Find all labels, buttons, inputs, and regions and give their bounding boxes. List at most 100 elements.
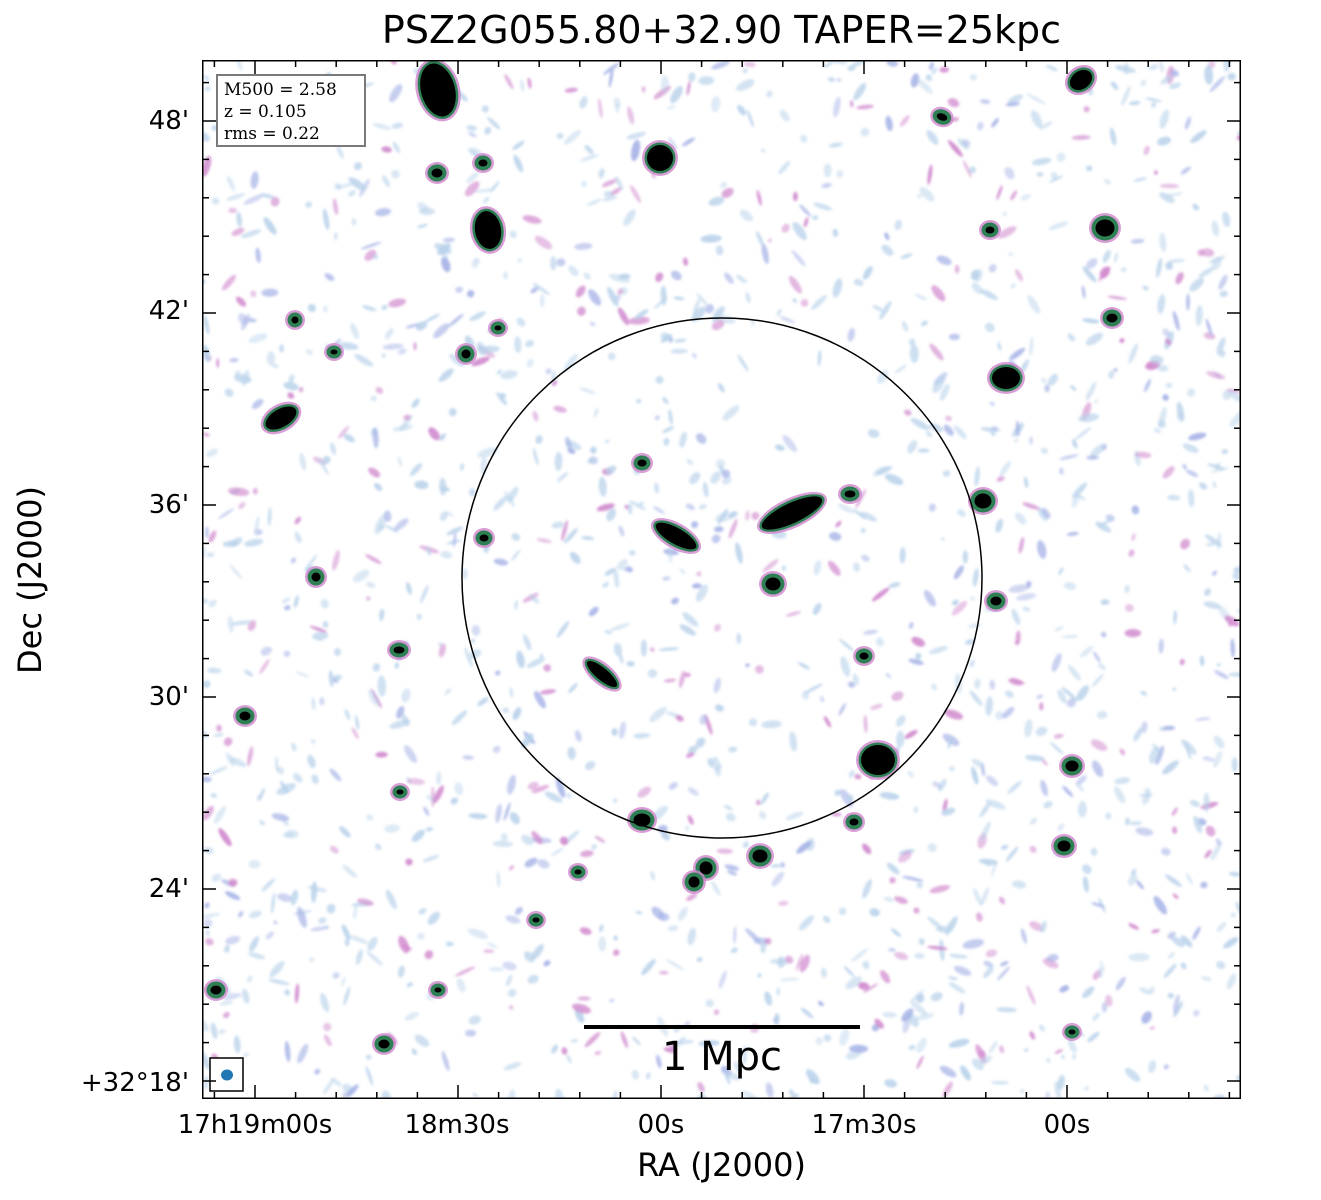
- noise-blob: [543, 960, 551, 967]
- noise-blob: [671, 270, 682, 281]
- noise-blob: [1093, 651, 1101, 663]
- noise-blob: [1099, 266, 1111, 279]
- noise-blob: [947, 140, 963, 157]
- noise-blob: [281, 597, 291, 604]
- noise-blob: [1135, 827, 1154, 836]
- noise-blob: [919, 186, 935, 202]
- noise-blob: [545, 368, 552, 375]
- noise-blob: [569, 551, 581, 564]
- noise-blob: [381, 353, 386, 358]
- noise-blob: [748, 718, 758, 727]
- noise-blob: [1228, 621, 1233, 627]
- noise-blob: [1085, 165, 1093, 172]
- noise-blob: [297, 1043, 309, 1064]
- source-core: [431, 168, 443, 178]
- noise-blob: [1128, 923, 1140, 930]
- noise-blob: [269, 960, 285, 978]
- noise-blob: [495, 670, 501, 676]
- noise-blob: [764, 991, 773, 1006]
- noise-blob: [813, 202, 833, 211]
- noise-blob: [832, 228, 839, 238]
- noise-blob: [660, 332, 670, 340]
- noise-blob: [618, 525, 625, 537]
- noise-blob: [847, 681, 856, 688]
- noise-blob: [1119, 748, 1125, 756]
- noise-blob: [796, 841, 812, 854]
- noise-blob: [635, 910, 643, 915]
- noise-blob: [1039, 1024, 1045, 1032]
- noise-blob: [251, 398, 264, 409]
- noise-blob: [1040, 377, 1047, 384]
- noise-blob: [249, 910, 262, 919]
- noise-blob: [969, 690, 983, 707]
- noise-blob: [365, 1066, 374, 1086]
- noise-blob: [834, 789, 841, 796]
- noise-blob: [1180, 962, 1187, 970]
- noise-blob: [566, 1054, 572, 1064]
- noise-blob: [698, 76, 715, 86]
- noise-blob: [1162, 394, 1169, 401]
- noise-blob: [1040, 447, 1049, 455]
- noise-blob: [1040, 920, 1047, 933]
- noise-blob: [762, 558, 779, 573]
- noise-blob: [607, 287, 619, 307]
- noise-blob: [927, 164, 933, 185]
- noise-blob: [527, 974, 539, 984]
- noise-blob: [670, 348, 688, 354]
- noise-blob: [397, 348, 407, 355]
- noise-blob: [471, 356, 490, 367]
- radio-source: [526, 911, 546, 929]
- noise-blob: [849, 100, 854, 108]
- noise-blob: [1121, 85, 1131, 106]
- noise-blob: [855, 489, 866, 509]
- noise-blob: [1107, 295, 1127, 300]
- source-core: [434, 987, 442, 993]
- noise-blob: [1095, 521, 1112, 533]
- noise-blob: [938, 778, 947, 792]
- noise-blob: [721, 187, 734, 198]
- noise-blob: [596, 503, 615, 512]
- noise-blob: [516, 650, 525, 669]
- noise-blob: [222, 993, 242, 1000]
- noise-blob: [691, 583, 702, 589]
- noise-blob: [909, 344, 919, 363]
- noise-blob: [484, 126, 492, 135]
- noise-blob: [613, 798, 618, 803]
- noise-blob: [593, 407, 599, 418]
- noise-blob: [1203, 1084, 1209, 1092]
- noise-blob: [926, 130, 939, 145]
- noise-blob: [293, 773, 303, 783]
- noise-blob: [502, 707, 510, 714]
- noise-blob: [228, 878, 238, 887]
- source-core: [311, 572, 321, 582]
- noise-blob: [880, 970, 891, 984]
- noise-blob: [1204, 65, 1214, 85]
- cluster-info-box: M500 = 2.58 z = 0.105 rms = 0.22: [216, 74, 366, 147]
- noise-blob: [971, 282, 983, 295]
- noise-blob: [620, 1031, 629, 1049]
- noise-blob: [1160, 75, 1173, 85]
- radio-source: [1100, 307, 1124, 329]
- noise-blob: [781, 223, 790, 233]
- noise-blob: [370, 395, 377, 402]
- radio-source: [987, 362, 1025, 394]
- noise-blob: [705, 999, 714, 1008]
- noise-blob: [1026, 985, 1036, 1005]
- noise-blob: [1040, 779, 1048, 797]
- noise-blob: [334, 232, 338, 241]
- noise-layer: [202, 60, 1241, 1099]
- noise-blob: [1155, 257, 1163, 278]
- noise-blob: [780, 862, 785, 868]
- noise-blob: [613, 642, 623, 657]
- noise-blob: [885, 115, 893, 132]
- noise-blob: [1190, 130, 1207, 144]
- noise-blob: [594, 1050, 602, 1056]
- radio-source: [746, 843, 774, 869]
- noise-blob: [265, 931, 275, 940]
- noise-blob: [851, 948, 869, 962]
- noise-blob: [411, 1048, 418, 1056]
- noise-blob: [551, 380, 558, 387]
- noise-blob: [341, 924, 351, 941]
- noise-blob: [210, 1022, 218, 1040]
- noise-blob: [509, 687, 514, 698]
